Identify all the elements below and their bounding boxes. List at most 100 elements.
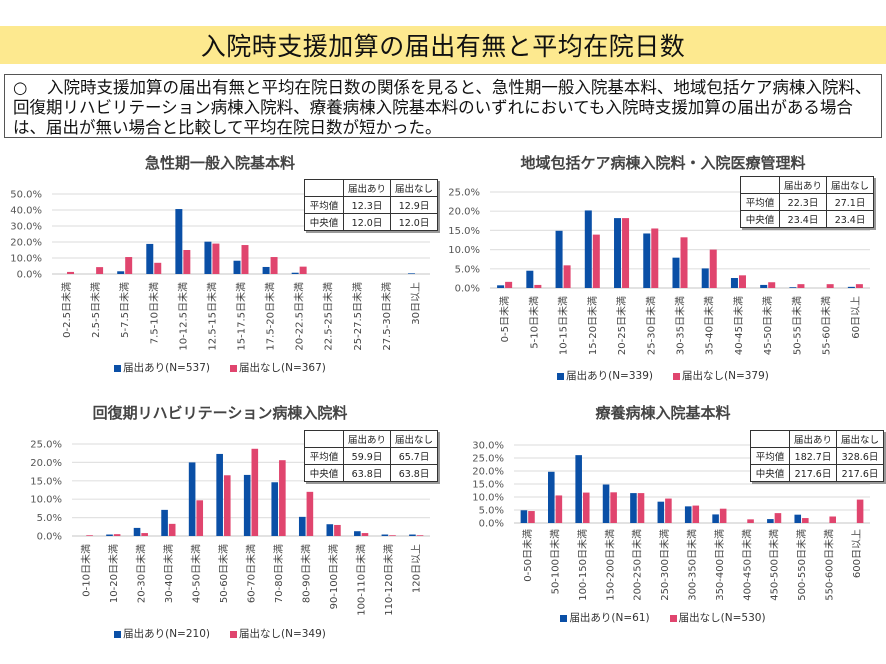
x-tick-label: 30日以上	[410, 282, 422, 325]
stats-value: 23.4日	[778, 210, 828, 228]
bar-with-notification	[575, 455, 582, 523]
stats-value: 12.0日	[342, 213, 392, 231]
x-tick-label: 70-80日未満	[273, 544, 285, 603]
x-tick-label: 0-5日未満	[499, 296, 511, 342]
stats-table-header: 届出あり 届出なし	[750, 430, 885, 448]
bar-with-notification	[291, 272, 299, 274]
legend-label: 届出あり(N=537)	[123, 362, 210, 374]
bar-without-notification	[719, 508, 727, 523]
legend-swatch-icon	[230, 630, 237, 638]
bar-without-notification	[855, 284, 863, 288]
legend-item: 届出あり(N=537)	[114, 360, 210, 375]
bar-with-notification	[204, 241, 212, 274]
x-tick-label: 0-50日未満	[522, 529, 534, 582]
x-tick-label: 2.5-5日未満	[90, 282, 102, 338]
page-title: 入院時支援加算の届出有無と平均在院日数	[200, 32, 686, 61]
legend-label: 届出なし(N=349)	[239, 628, 326, 640]
stats-row-label: 中央値	[750, 464, 790, 482]
bar-with-notification	[643, 233, 651, 288]
chart-legend: 届出あり(N=210) 届出なし(N=349)	[0, 626, 440, 641]
stats-header-cell: 届出あり	[342, 430, 392, 448]
bar-without-notification	[802, 518, 809, 523]
stats-table-row: 平均値 12.3日 12.9日	[304, 196, 439, 214]
chart-title: 地域包括ケア病棟入院料・入院医療管理料	[520, 154, 806, 172]
stats-row-label: 中央値	[304, 464, 344, 482]
bar-without-notification	[141, 533, 148, 536]
chart-title: 療養病棟入院基本料	[595, 404, 731, 422]
y-tick-label: 20.0%	[30, 458, 62, 469]
bar-with-notification	[298, 516, 306, 536]
bar-with-notification	[701, 268, 709, 288]
bar-with-notification	[630, 493, 637, 523]
bar-with-notification	[684, 506, 692, 523]
bar-with-notification	[760, 284, 768, 288]
bar-with-notification	[188, 462, 196, 536]
legend-swatch-icon	[114, 630, 122, 638]
bar-with-notification	[555, 230, 563, 288]
stats-table-row: 中央値 12.0日 12.0日	[304, 213, 439, 231]
stats-table-header: 届出あり 届出なし	[304, 179, 439, 197]
x-tick-label: 40-50日未満	[190, 544, 202, 603]
x-tick-label: 10-12.5日未満	[177, 282, 189, 351]
x-tick-label: 600日以上	[851, 529, 863, 578]
bar-with-notification	[672, 257, 680, 288]
stats-value: 12.9日	[390, 196, 439, 214]
y-tick-label: 50.0%	[10, 190, 42, 201]
bar-without-notification	[279, 460, 286, 536]
legend-item: 届出なし(N=367)	[230, 360, 326, 375]
legend-item: 届出あり(N=339)	[557, 368, 653, 383]
y-tick-label: 30.0%	[10, 222, 42, 233]
bar-with-notification	[712, 514, 719, 523]
bar-with-notification	[262, 266, 270, 274]
x-tick-label: 35-40日未満	[704, 296, 716, 355]
bar-without-notification	[528, 511, 535, 523]
x-tick-label: 50-100日未満	[550, 529, 562, 594]
bar-without-notification	[96, 267, 104, 274]
bar-with-notification	[497, 285, 505, 288]
summary-box: ○ 入院時支援加算の届出有無と平均在院日数の関係を見ると、急性期一般入院基本料、地…	[4, 74, 882, 138]
chart-panel-long-term-care: 療養病棟入院基本料 0.0% 5.0% 10.0% 15.0% 20.0% 25.0% 30.…	[440, 398, 886, 664]
x-tick-label: 5-7.5日未満	[119, 282, 131, 338]
stats-table: 届出あり 届出なし 平均値 182.7日 328.6日 中央値 217.6日 217.6日	[750, 430, 885, 482]
legend-item: 届出なし(N=530)	[669, 610, 766, 625]
bar-with-notification	[789, 287, 797, 288]
chart-panel-acute: 急性期一般入院基本料 0.0% 10.0% 20.0% 30.0% 40.0% 50.0% 0…	[0, 148, 440, 388]
y-tick-label: 40.0%	[10, 206, 42, 217]
y-tick-label: 5.0%	[455, 264, 480, 275]
stats-table-header: 届出あり 届出なし	[304, 430, 439, 448]
legend-swatch-icon	[557, 372, 565, 380]
y-tick-label: 15.0%	[472, 480, 504, 491]
y-tick-label: 10.0%	[10, 254, 42, 265]
y-tick-label: 15.0%	[448, 226, 480, 237]
stats-value: 182.7日	[788, 447, 838, 465]
stats-value: 23.4日	[826, 210, 875, 228]
bar-without-notification	[829, 516, 836, 523]
stats-value: 63.8日	[342, 464, 392, 482]
bar-without-notification	[534, 284, 542, 288]
y-tick-label: 25.0%	[448, 188, 480, 199]
x-tick-label: 550-600日未満	[823, 529, 835, 601]
bar-chart: 0.0% 5.0% 10.0% 15.0% 20.0% 25.0% 30.0% 0-50日未満…	[472, 441, 870, 601]
x-tick-label: 100-110日未満	[356, 544, 368, 616]
bar-with-notification	[271, 482, 279, 536]
x-tick-label: 55-60日未満	[821, 296, 833, 355]
bar-without-notification	[637, 493, 645, 523]
bar-with-notification	[409, 534, 416, 536]
stats-header-cell	[304, 179, 344, 197]
stats-header-cell	[304, 430, 344, 448]
x-tick-label: 22.5-25日未満	[323, 282, 335, 351]
bar-without-notification	[665, 498, 672, 523]
bar-with-notification	[146, 243, 154, 274]
x-tick-label: 15-20日未満	[587, 296, 599, 355]
bar-without-notification	[826, 284, 834, 288]
x-tick-label: 50-55日未満	[791, 296, 803, 355]
y-tick-label: 20.0%	[448, 207, 480, 218]
x-tick-label: 25-27.5日未満	[352, 282, 364, 351]
bar-with-notification	[407, 273, 415, 274]
bar-with-notification	[161, 509, 168, 536]
legend-label: 届出なし(N=530)	[678, 612, 766, 624]
bar-with-notification	[548, 471, 555, 523]
bar-with-notification	[730, 278, 738, 288]
x-tick-label: 25-30日未満	[645, 296, 657, 355]
y-tick-label: 20.0%	[10, 238, 42, 249]
